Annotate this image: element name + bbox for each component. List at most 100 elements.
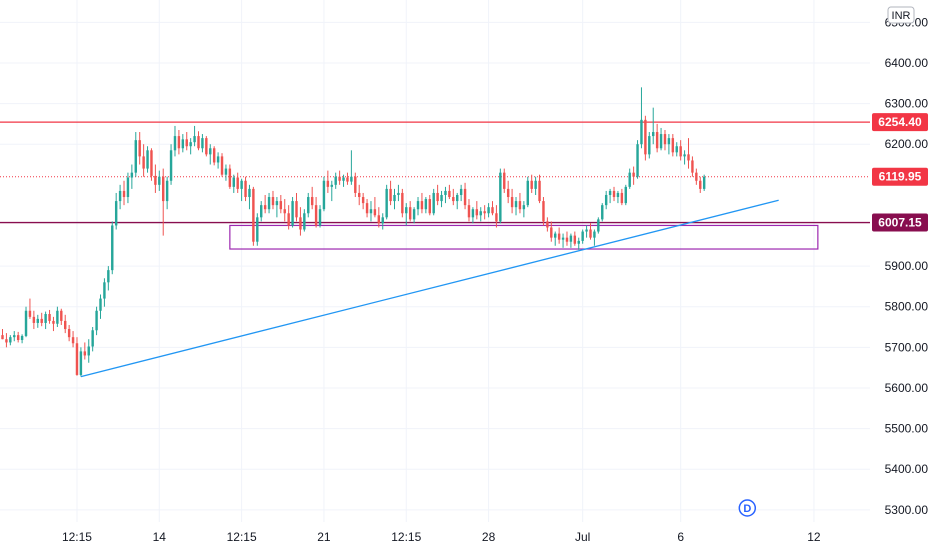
price-tick-label: 5400.00 xyxy=(885,462,929,476)
candle-body xyxy=(154,175,157,185)
candle-body xyxy=(181,139,185,149)
time-tick-label: 12:15 xyxy=(62,530,92,544)
candle xyxy=(326,170,330,193)
support-price-label: 6007.15 xyxy=(872,213,928,232)
candle xyxy=(275,197,279,218)
price-tick-label: 5800.00 xyxy=(885,300,929,314)
candle xyxy=(205,136,208,157)
candle xyxy=(150,148,153,181)
candle-body xyxy=(75,343,79,375)
candle xyxy=(232,174,235,193)
current-price-label-box xyxy=(872,167,928,186)
candle-body xyxy=(9,337,12,343)
candle xyxy=(518,192,522,214)
candle-body xyxy=(314,205,318,226)
time-tick-label: 12 xyxy=(807,530,821,544)
candle-body xyxy=(193,136,196,143)
grid-lines xyxy=(0,0,870,522)
time-axis[interactable]: 12:15 14 12:15 21 12:15 28 Jul 6 12 xyxy=(62,530,821,544)
candle xyxy=(365,199,369,218)
candle-body xyxy=(487,207,490,214)
candle xyxy=(79,347,83,377)
candle xyxy=(679,140,682,161)
candle xyxy=(663,129,667,151)
candle-body xyxy=(209,148,212,155)
candle xyxy=(122,180,126,206)
candle-body xyxy=(506,188,510,198)
rising-trendline[interactable] xyxy=(80,199,779,378)
candle xyxy=(114,192,118,230)
candle-body xyxy=(134,140,137,173)
candle xyxy=(75,337,79,376)
candle-body xyxy=(557,233,561,240)
candle-body xyxy=(91,330,94,347)
candle-body xyxy=(503,172,506,189)
candle-body xyxy=(459,188,463,195)
event-marker[interactable]: D xyxy=(738,499,757,517)
candle-body xyxy=(393,194,396,202)
candle xyxy=(691,156,694,177)
candle-body xyxy=(342,177,345,181)
candle xyxy=(432,188,435,216)
candle-body xyxy=(256,217,259,242)
candle-body xyxy=(518,201,522,210)
candle-body xyxy=(260,205,263,218)
candle-body xyxy=(252,188,255,242)
candle-body xyxy=(554,233,557,238)
candle xyxy=(393,188,396,210)
dividend-marker-circle[interactable] xyxy=(738,499,757,517)
candle-body xyxy=(436,192,439,202)
trendline[interactable] xyxy=(80,199,779,378)
candle-body xyxy=(224,168,228,175)
candle-body xyxy=(385,188,388,218)
candle xyxy=(530,174,533,193)
candle xyxy=(569,233,573,248)
candle xyxy=(589,223,592,240)
candle xyxy=(16,331,20,343)
candle xyxy=(538,174,541,204)
candle xyxy=(593,229,596,246)
price-axis[interactable]: 6500.006400.006300.006200.005900.005800.… xyxy=(885,15,929,516)
candle-body xyxy=(577,240,580,244)
candle xyxy=(173,125,177,157)
candle xyxy=(71,331,75,348)
candle xyxy=(467,199,471,222)
candle xyxy=(154,164,157,193)
resistance-price-label-box xyxy=(872,113,928,132)
candle xyxy=(330,180,333,202)
candle xyxy=(424,197,428,214)
candle xyxy=(675,142,678,157)
candle xyxy=(216,152,220,169)
candle-body xyxy=(114,201,118,226)
candle-body xyxy=(483,211,486,214)
candle xyxy=(640,87,643,149)
currency-badge[interactable]: INR xyxy=(887,6,915,24)
candle-body xyxy=(679,146,682,157)
candle-body xyxy=(408,207,412,220)
candle-body xyxy=(452,197,455,202)
resistance-price-label-text: 6254.40 xyxy=(878,115,922,129)
candle xyxy=(667,134,671,155)
candle xyxy=(389,180,392,206)
candle-body xyxy=(667,138,671,145)
candle-body xyxy=(573,235,577,244)
candle-body xyxy=(601,205,604,220)
candle-body xyxy=(32,316,36,323)
candle xyxy=(252,186,255,246)
candle-body xyxy=(479,211,482,216)
candle-body xyxy=(369,209,373,214)
candle-body xyxy=(67,329,71,338)
candle xyxy=(644,115,647,161)
candle-body xyxy=(283,209,286,214)
time-tick-label: 12:15 xyxy=(391,530,421,544)
candle xyxy=(648,132,651,159)
candle xyxy=(291,197,294,228)
candle-body xyxy=(683,154,686,157)
candle xyxy=(263,194,267,214)
candle xyxy=(169,144,173,185)
candle xyxy=(20,334,24,344)
candle xyxy=(534,176,537,195)
candle-body xyxy=(318,209,322,226)
candle xyxy=(220,153,224,177)
